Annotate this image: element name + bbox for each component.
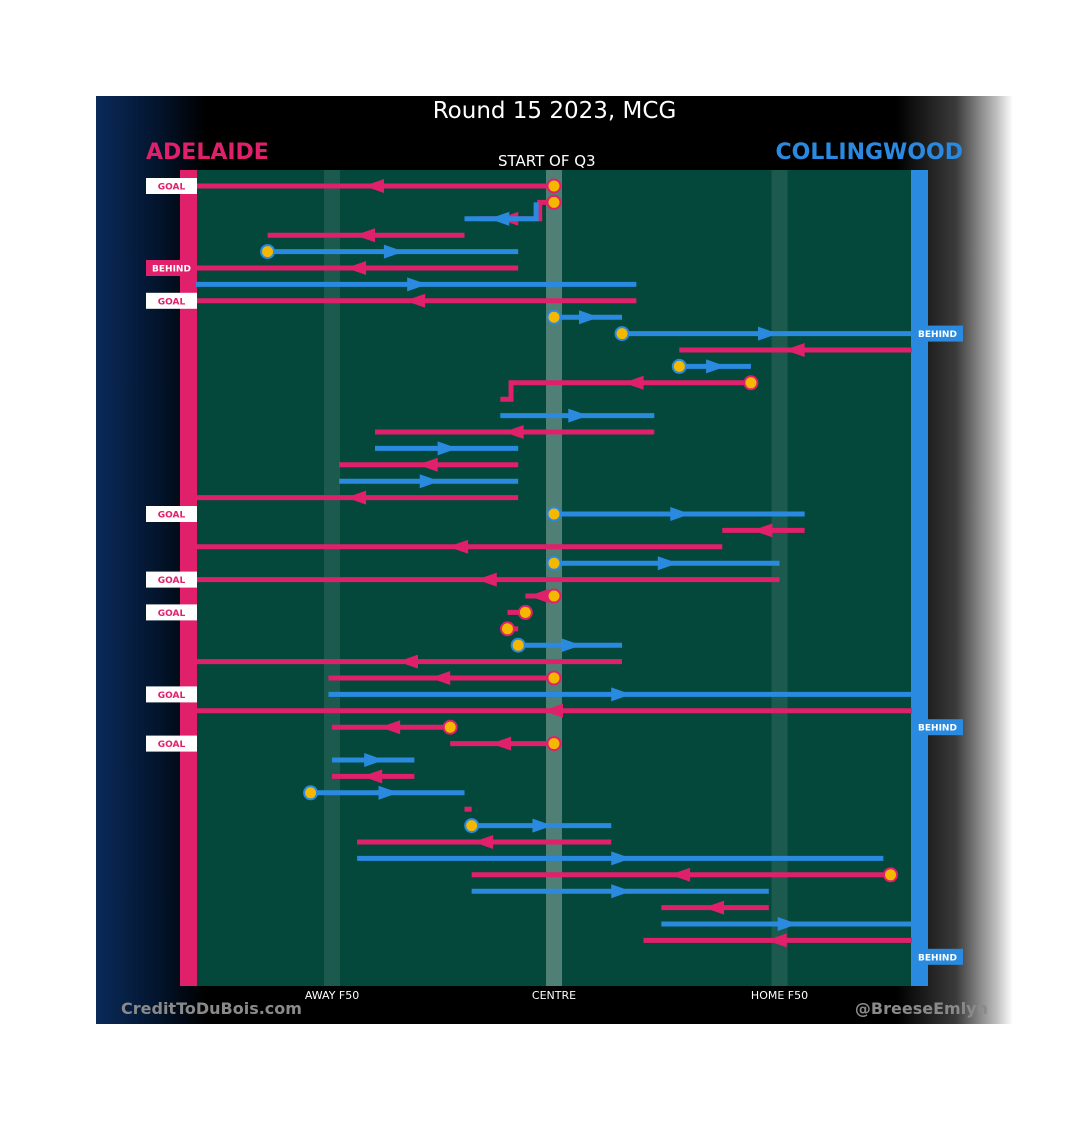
stoppage-marker: [546, 194, 562, 210]
collingwood-chain-arrow: [611, 884, 632, 899]
stoppage-marker: [614, 326, 630, 342]
collingwood-chain-arrow: [407, 277, 428, 292]
collingwood-chain-arrow: [437, 441, 458, 456]
adelaide-chain-arrow: [398, 654, 419, 669]
chart-title: Round 15 2023, MCG: [432, 98, 677, 124]
adelaide-chain-arrow: [346, 261, 367, 275]
x-tick-label: CENTRE: [531, 989, 577, 1002]
outcome-label-behind: BEHIND: [912, 719, 963, 736]
collingwood-chain-line: [464, 202, 539, 222]
stoppage-marker: [442, 719, 458, 735]
stoppage-marker: [303, 785, 319, 801]
collingwood-chain-arrow: [611, 851, 632, 866]
adelaide-chain-arrow: [346, 490, 367, 505]
adelaide-chain-arrow: [355, 228, 376, 243]
collingwood-chain-arrow: [758, 326, 779, 341]
svg-text:GOAL: GOAL: [158, 297, 186, 307]
collingwood-chain-arrow: [706, 359, 727, 374]
x-tick-label: AWAY F50: [304, 989, 360, 1002]
svg-text:GOAL: GOAL: [158, 609, 186, 619]
adelaide-chain-arrow: [752, 523, 773, 538]
stoppage-marker: [546, 588, 562, 604]
adelaide-chain-arrow: [364, 179, 384, 193]
outcome-label-goal: GOAL: [146, 571, 197, 588]
stoppage-marker: [671, 358, 687, 374]
svg-text:BEHIND: BEHIND: [918, 724, 957, 734]
svg-text:BEHIND: BEHIND: [918, 330, 957, 340]
adelaide-chain-arrow: [670, 867, 691, 882]
collingwood-chain-arrow: [383, 244, 404, 259]
collingwood-chain-arrow: [489, 211, 510, 226]
outcome-label-behind: BEHIND: [912, 948, 963, 965]
svg-text:GOAL: GOAL: [158, 183, 186, 193]
stoppage-marker: [546, 736, 562, 752]
collingwood-chain-arrow: [611, 687, 632, 702]
adelaide-chain-arrow: [476, 572, 497, 587]
collingwood-chain-arrow: [670, 507, 691, 521]
collingwood-chain-arrow: [568, 408, 589, 423]
x-tick-label: HOME F50: [750, 989, 809, 1002]
collingwood-chain-arrow: [777, 917, 798, 931]
stoppage-marker: [743, 375, 759, 391]
adelaide-chain-arrow: [784, 343, 805, 357]
collingwood-chain-arrow: [657, 556, 678, 571]
stoppage-marker: [546, 309, 562, 325]
stoppage-marker: [546, 506, 562, 522]
credit-right: @BreeseEmlyn: [854, 999, 988, 1018]
stoppage-marker: [546, 178, 562, 194]
adelaide-chain-arrow: [623, 375, 644, 390]
stoppage-marker: [464, 818, 480, 834]
collingwood-chain-arrow: [378, 785, 399, 800]
adelaide-chain-arrow: [473, 835, 494, 849]
chart-plot: GOAL BEHIND GOAL GOAL GOAL GOAL GOAL GOAL BEHIND…: [146, 170, 963, 986]
stoppage-marker: [260, 244, 276, 260]
svg-text:BEHIND: BEHIND: [152, 265, 191, 275]
adelaide-chain-arrow: [491, 736, 512, 751]
svg-text:GOAL: GOAL: [158, 691, 186, 701]
adelaide-chain-arrow: [362, 769, 383, 784]
stoppage-marker: [510, 637, 526, 653]
stoppage-marker: [517, 604, 533, 620]
adelaide-chain-line: [500, 380, 519, 402]
adelaide-chain-arrow: [528, 589, 549, 603]
outcome-label-goal: GOAL: [146, 735, 197, 752]
stoppage-marker: [883, 867, 899, 883]
adelaide-chain-arrow: [766, 933, 787, 948]
credit-left: CreditToDuBois.com: [121, 999, 302, 1018]
adelaide-chain-arrow: [448, 539, 469, 554]
outcome-label-goal: GOAL: [146, 686, 197, 703]
stoppage-marker: [546, 555, 562, 571]
team-left-label: ADELAIDE: [146, 140, 269, 165]
adelaide-chain-arrow: [543, 703, 563, 718]
collingwood-chain-arrow: [419, 474, 440, 489]
period-label: START OF Q3: [498, 152, 596, 170]
collingwood-chain-arrow: [579, 310, 600, 325]
adelaide-chain-arrow: [380, 720, 401, 735]
outcome-label-goal: GOAL: [146, 604, 197, 621]
team-right-label: COLLINGWOOD: [775, 140, 963, 165]
adelaide-chain-arrow: [704, 900, 725, 915]
outcome-label-goal: GOAL: [146, 292, 197, 309]
svg-text:GOAL: GOAL: [158, 511, 186, 521]
adelaide-chain-arrow: [430, 671, 451, 685]
adelaide-chain-arrow: [405, 293, 426, 308]
stoppage-marker: [499, 621, 515, 637]
outcome-label-behind: BEHIND: [912, 325, 963, 342]
stoppage-marker: [546, 670, 562, 686]
collingwood-chain-arrow: [532, 818, 553, 833]
adelaide-chain-arrow: [417, 457, 438, 472]
outcome-label-goal: GOAL: [146, 506, 197, 522]
outcome-label-goal: GOAL: [146, 178, 197, 194]
svg-text:GOAL: GOAL: [158, 576, 186, 586]
svg-text:BEHIND: BEHIND: [918, 953, 957, 963]
svg-text:GOAL: GOAL: [158, 740, 186, 750]
outcome-label-behind: BEHIND: [146, 260, 197, 276]
collingwood-chain-arrow: [561, 638, 582, 653]
adelaide-chain-arrow: [503, 425, 524, 439]
collingwood-goal-post: [911, 170, 928, 986]
chart-frame: GOAL BEHIND GOAL GOAL GOAL GOAL GOAL GOAL BEHIND…: [96, 96, 1013, 1024]
collingwood-chain-arrow: [364, 753, 385, 767]
